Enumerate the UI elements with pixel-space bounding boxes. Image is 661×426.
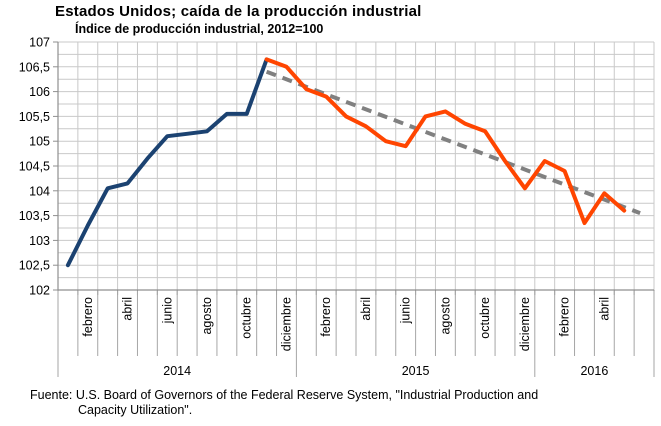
series-line-2015-2016 (264, 57, 627, 225)
x-axis-month-label: febrero (319, 297, 333, 337)
series-line-2014 (65, 57, 269, 268)
y-axis-label: 102 (29, 284, 50, 298)
x-axis-year-label: 2016 (580, 364, 608, 378)
source-line-1: Fuente: U.S. Board of Governors of the F… (30, 388, 539, 402)
y-axis-label: 104 (29, 184, 50, 198)
y-axis-label: 104,5 (19, 160, 50, 174)
y-axis-label: 106 (29, 85, 50, 99)
x-axis-month-label: junio (160, 297, 174, 324)
x-axis-month-label: abril (121, 297, 135, 321)
x-axis-month-label: octubre (478, 297, 492, 339)
y-axis-label: 105 (29, 135, 50, 149)
source-note: Fuente: U.S. Board of Governors of the F… (30, 388, 630, 418)
y-axis-label: 105,5 (19, 110, 50, 124)
x-axis-year-label: 2015 (402, 364, 430, 378)
y-axis-label: 102,5 (19, 259, 50, 273)
x-axis-month-label: agosto (438, 297, 452, 335)
y-axis-label: 103 (29, 234, 50, 248)
x-axis-month-label: diciembre (279, 297, 293, 351)
trend-line (265, 69, 641, 215)
chart-title: Estados Unidos; caída de la producción i… (55, 3, 422, 20)
x-axis-month-label: abril (597, 297, 611, 321)
y-axis-label: 103,5 (19, 209, 50, 223)
x-axis-month-label: diciembre (518, 297, 532, 351)
y-axis-label: 106,5 (19, 60, 50, 74)
x-axis-month-label: abril (359, 297, 373, 321)
x-axis-month-label: junio (399, 297, 413, 324)
x-axis-month-label: octubre (240, 297, 254, 339)
x-axis-month-label: agosto (200, 297, 214, 335)
chart-subtitle: Índice de producción industrial, 2012=10… (75, 22, 324, 36)
x-axis-month-label: febrero (81, 297, 95, 337)
x-axis-month-label: febrero (558, 297, 572, 337)
x-axis-year-label: 2014 (163, 364, 191, 378)
y-axis-label: 107 (29, 36, 50, 50)
source-line-2: Capacity Utilization". (78, 403, 193, 417)
